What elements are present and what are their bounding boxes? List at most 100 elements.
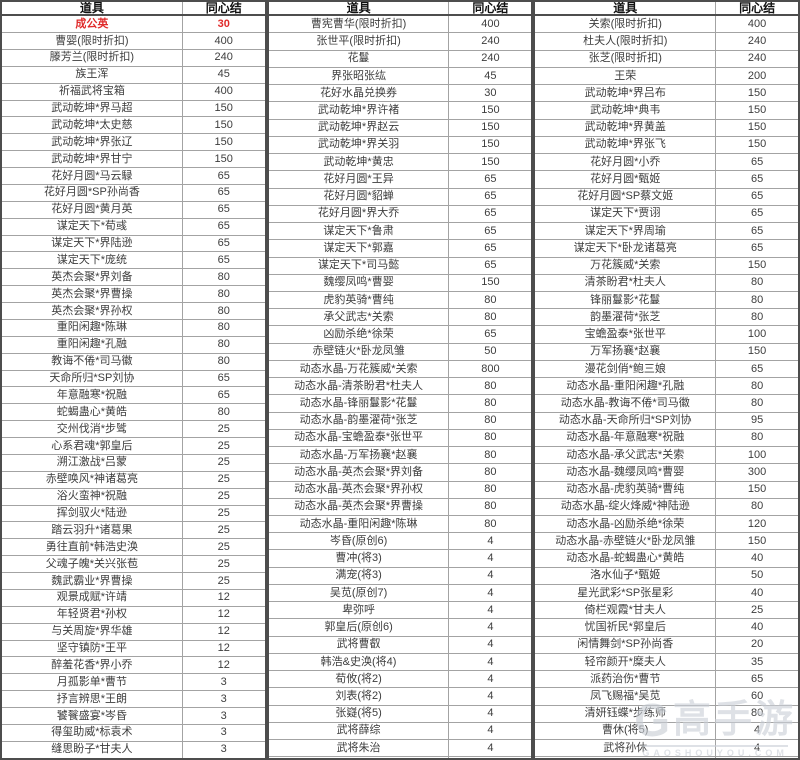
value-cell: 65 bbox=[715, 187, 800, 206]
item-cell: 抒言辨思*王朗 bbox=[0, 690, 183, 709]
item-cell: 武将曹叡 bbox=[267, 635, 450, 654]
table-row: 谋定天下*界周瑜 65 bbox=[533, 222, 800, 241]
table-row: 赤壁链火*卧龙凤雏 50 bbox=[267, 342, 533, 361]
value-cell: 12 bbox=[181, 656, 267, 675]
table-row: 宝蟾盈泰*张世平 100 bbox=[533, 325, 800, 344]
item-cell: 父魂子魄*关兴张苞 bbox=[0, 555, 183, 574]
table-row: 缝思盼子*甘夫人 3 bbox=[0, 740, 267, 760]
value-cell: 150 bbox=[181, 99, 267, 118]
item-cell: 清妍钰蝶*步练师 bbox=[533, 704, 717, 723]
table-row: 魏武霸业*界曹操 25 bbox=[0, 572, 267, 590]
value-cell: 12 bbox=[181, 639, 267, 658]
item-cell: 挥剑驭火*陆逊 bbox=[0, 504, 183, 523]
value-cell: 12 bbox=[181, 605, 267, 624]
table-row: 武动乾坤*界关羽 150 bbox=[267, 135, 533, 155]
table-row: 年轻贤君*孙权 12 bbox=[0, 605, 267, 624]
table-row: 谋定天下*界陆逊 65 bbox=[0, 234, 267, 253]
value-cell: 80 bbox=[448, 428, 533, 448]
table-row: 谋定天下*郭嘉 65 bbox=[267, 239, 533, 258]
value-cell: 4 bbox=[448, 704, 533, 723]
value-cell: 150 bbox=[448, 101, 533, 120]
value-cell bbox=[715, 756, 800, 760]
value-cell: 80 bbox=[181, 285, 267, 304]
table-row: 满宠(将3) 4 bbox=[267, 566, 533, 585]
value-cell: 100 bbox=[715, 446, 800, 465]
value-cell: 65 bbox=[181, 386, 267, 405]
column-header-value: 同心结 bbox=[181, 0, 267, 16]
value-cell: 80 bbox=[181, 302, 267, 320]
item-cell: 动态水晶-宝蟾盈泰*张世平 bbox=[267, 428, 450, 448]
value-cell: 25 bbox=[181, 521, 267, 540]
value-cell: 400 bbox=[181, 82, 267, 101]
value-cell: 30 bbox=[448, 84, 533, 103]
item-cell: 祈福武将宝箱 bbox=[0, 82, 183, 101]
table-row: 凶励杀绝*徐荣 65 bbox=[267, 325, 533, 344]
value-cell: 150 bbox=[448, 273, 533, 292]
table-row: 动态水晶-魏缨凤鸣*曹婴 300 bbox=[533, 463, 800, 482]
item-cell: 动态水晶-锋丽鬘影*花鬘 bbox=[267, 394, 450, 413]
item-cell: 花好月圆*甄姬 bbox=[533, 170, 717, 189]
value-cell: 80 bbox=[715, 497, 800, 517]
value-cell: 25 bbox=[181, 420, 267, 439]
table-row: 谋定天下*卧龙诸葛亮 65 bbox=[533, 239, 800, 258]
value-cell: 65 bbox=[448, 187, 533, 206]
value-cell: 25 bbox=[715, 601, 800, 620]
item-cell: 曹宪曹华(限时折扣) bbox=[267, 14, 450, 34]
item-cell: 凤飞赐福*吴苋 bbox=[533, 687, 717, 706]
table-row: 月孤影单*曹节 3 bbox=[0, 673, 267, 692]
value-cell: 65 bbox=[448, 170, 533, 189]
table-row: 曹冲(将3) 4 bbox=[267, 549, 533, 568]
item-cell: 荀攸(将2) bbox=[267, 670, 450, 689]
value-cell: 65 bbox=[181, 200, 267, 219]
value-cell: 4 bbox=[715, 739, 800, 758]
value-cell: 25 bbox=[181, 437, 267, 455]
item-cell: 得玺助威*标袁术 bbox=[0, 723, 183, 742]
item-cell: 坚守镇防*王平 bbox=[0, 639, 183, 658]
item-cell: 花好月圆*SP蔡文姬 bbox=[533, 187, 717, 206]
table-row bbox=[267, 756, 533, 760]
value-cell: 95 bbox=[715, 411, 800, 430]
item-cell: 倚栏观霞*甘夫人 bbox=[533, 601, 717, 620]
value-cell: 150 bbox=[181, 150, 267, 169]
item-cell bbox=[267, 756, 450, 760]
item-cell: 武动乾坤*界黄盖 bbox=[533, 118, 717, 137]
item-cell: 星光武彩*SP张星彩 bbox=[533, 583, 717, 603]
table-row: 武动乾坤*太史慈 150 bbox=[0, 116, 267, 135]
item-cell: 浴火蛮神*祝融 bbox=[0, 487, 183, 506]
value-cell: 120 bbox=[715, 515, 800, 534]
item-cell: 轻帘颜开*糜夫人 bbox=[533, 652, 717, 672]
table-row: 踏云羽升*诸葛果 25 bbox=[0, 521, 267, 540]
value-cell: 65 bbox=[715, 153, 800, 172]
value-cell: 400 bbox=[181, 32, 267, 50]
value-cell: 80 bbox=[715, 273, 800, 292]
item-cell: 动态水晶-英杰会聚*界刘备 bbox=[267, 463, 450, 482]
value-cell: 60 bbox=[715, 687, 800, 706]
price-table-left: 道具 同心结 成公英 30 曹婴(限时折扣) 400 滕芳兰(限时折扣) 240 族王浑 45 祈… bbox=[0, 0, 267, 760]
table-row: 派药治伤*曹节 65 bbox=[533, 670, 800, 689]
value-cell: 65 bbox=[448, 222, 533, 241]
item-cell: 武动乾坤*界甘宁 bbox=[0, 150, 183, 169]
item-cell: 动态水晶-英杰会聚*界曹操 bbox=[267, 497, 450, 517]
value-cell: 45 bbox=[448, 66, 533, 86]
item-cell: 花好月圆*黄月英 bbox=[0, 200, 183, 219]
item-cell: 谋定天下*鲁肃 bbox=[267, 222, 450, 241]
table-row: 动态水晶-虎豹英骑*曹纯 150 bbox=[533, 480, 800, 499]
header-row: 道具 同心结 bbox=[533, 0, 800, 16]
item-cell: 满宠(将3) bbox=[267, 566, 450, 585]
table-row: 武动乾坤*界马超 150 bbox=[0, 99, 267, 118]
value-cell: 4 bbox=[448, 549, 533, 568]
table-row: 动态水晶-万花簇威*关索 800 bbox=[267, 359, 533, 379]
item-cell: 赤壁链火*卧龙凤雏 bbox=[267, 342, 450, 361]
item-cell: 郭皇后(原创6) bbox=[267, 618, 450, 637]
table-row: 武动乾坤*界甘宁 150 bbox=[0, 150, 267, 169]
item-cell: 武动乾坤*典韦 bbox=[533, 101, 717, 120]
value-cell: 3 bbox=[181, 673, 267, 692]
table-row: 曹休(将5) 4 bbox=[533, 721, 800, 741]
table-row: 荀攸(将2) 4 bbox=[267, 670, 533, 689]
table-row: 洛水仙子*甄姬 50 bbox=[533, 566, 800, 585]
table-row: 动态水晶-承父武志*关索 100 bbox=[533, 446, 800, 465]
table-row: 关索(限时折扣) 400 bbox=[533, 14, 800, 34]
item-cell: 醉羞花香*界小乔 bbox=[0, 656, 183, 675]
table-row: 族王浑 45 bbox=[0, 65, 267, 84]
